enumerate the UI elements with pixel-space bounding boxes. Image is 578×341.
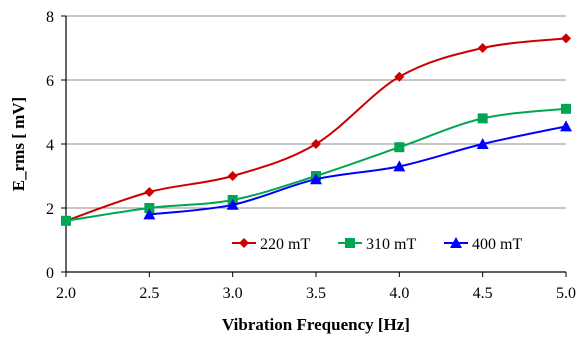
y-tick-label: 4: [46, 137, 54, 154]
y-tick-label: 6: [46, 73, 54, 90]
x-tick-label: 3.5: [306, 285, 326, 302]
data-point-310-mt: [477, 113, 488, 124]
y-tick-label: 0: [46, 265, 54, 282]
data-point-220-mt: [477, 43, 488, 53]
data-point-310-mt: [61, 215, 71, 226]
legend-item-310-mt: 310 mT: [338, 236, 416, 253]
data-point-310-mt: [144, 203, 155, 213]
x-tick-label: 4.5: [473, 285, 493, 302]
data-point-220-mt: [144, 187, 155, 197]
legend-marker: [450, 237, 462, 248]
data-point-310-mt: [561, 103, 571, 114]
series-line-220-mt: [65, 37, 567, 222]
legend-label: 220 mT: [260, 236, 310, 253]
data-point-400-mt: [476, 138, 489, 149]
legend-label: 400 mT: [472, 236, 522, 253]
data-point-400-mt: [310, 173, 322, 185]
axes: [61, 15, 567, 277]
legend-label: 310 mT: [366, 236, 416, 253]
tick-labels: 0 2 4 6 8 2.0 2.5 3.0 3.5 4.0 4.5 5.0: [46, 9, 576, 302]
x-axis-title: Vibration Frequency [Hz]: [222, 315, 410, 334]
series-line-400-mt: [149, 125, 567, 216]
legend-item-400-mt: 400 mT: [444, 236, 522, 253]
x-tick-label: 5.0: [556, 285, 576, 302]
series: [61, 33, 572, 226]
y-tick-label: 8: [46, 9, 54, 26]
x-tick-label: 2.0: [56, 285, 76, 302]
data-point-220-mt: [394, 71, 405, 82]
x-tick-label: 4.0: [389, 285, 409, 302]
series-400-mt: [143, 120, 572, 220]
series-220-mt: [61, 33, 571, 226]
legend-item-220-mt: 220 mT: [232, 236, 310, 253]
data-point-220-mt: [561, 33, 571, 44]
data-point-400-mt: [226, 198, 239, 210]
data-point-220-mt: [311, 139, 321, 149]
y-axis-title: E_rms [ mV]: [9, 97, 28, 191]
data-point-400-mt: [143, 208, 156, 220]
data-point-400-mt: [393, 160, 406, 172]
x-tick-label: 3.0: [223, 285, 243, 302]
x-tick-label: 2.5: [139, 285, 159, 302]
data-point-220-mt: [227, 171, 238, 181]
data-point-400-mt: [560, 120, 572, 132]
legend-marker: [345, 238, 355, 248]
series-line-310-mt: [65, 107, 567, 222]
data-point-310-mt: [394, 142, 405, 153]
y-tick-label: 2: [46, 201, 54, 218]
legend-marker: [239, 238, 249, 248]
legend: 220 mT 310 mT 400 mT: [232, 236, 522, 253]
